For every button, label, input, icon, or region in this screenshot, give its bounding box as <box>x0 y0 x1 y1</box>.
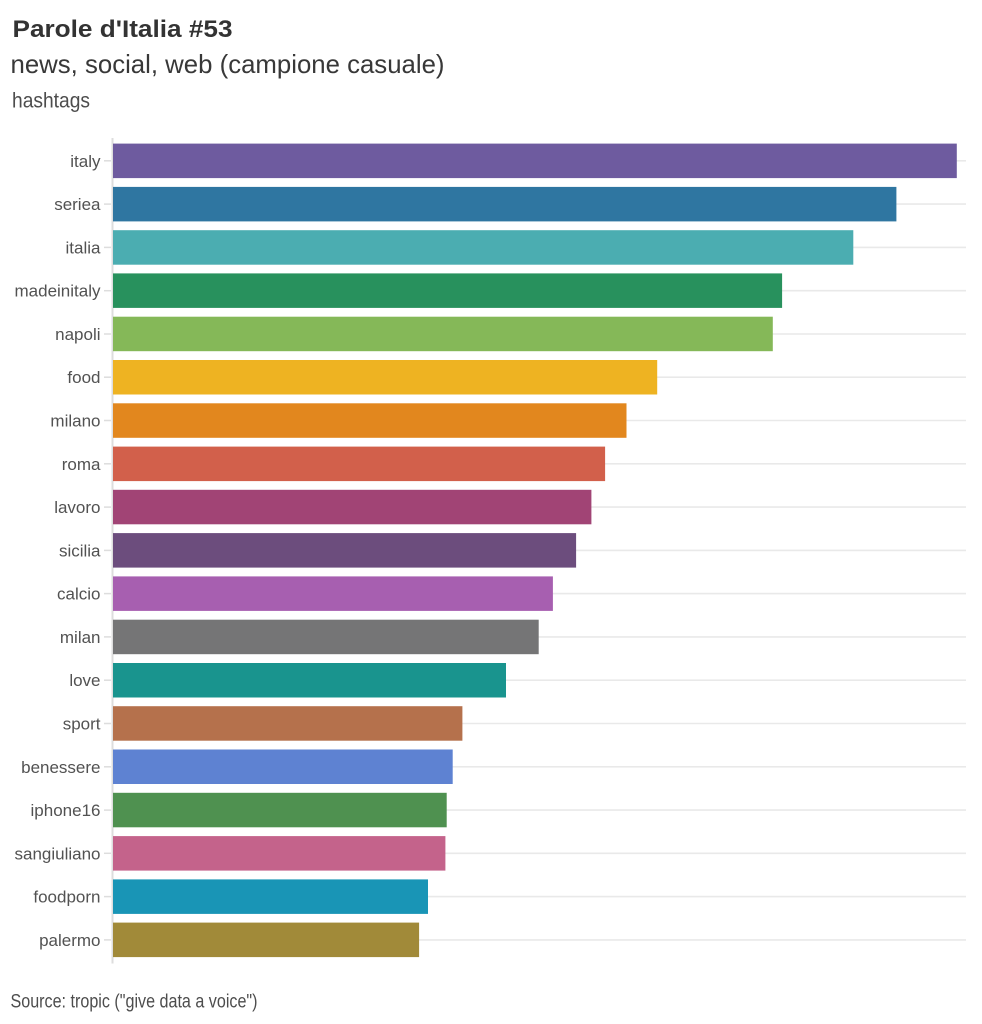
svg-text:milan: milan <box>60 628 101 647</box>
svg-text:italia: italia <box>66 238 102 257</box>
svg-text:news, social, web (campione ca: news, social, web (campione casuale) <box>11 49 445 79</box>
svg-text:iphone16: iphone16 <box>31 801 101 820</box>
svg-text:italy: italy <box>70 152 101 171</box>
svg-text:sangiuliano: sangiuliano <box>14 844 100 863</box>
svg-text:sicilia: sicilia <box>59 541 101 560</box>
svg-text:Source: tropic ("give data a v: Source: tropic ("give data a voice") <box>11 991 258 1012</box>
svg-text:milano: milano <box>50 412 100 431</box>
svg-text:calcio: calcio <box>57 585 100 604</box>
svg-text:lavoro: lavoro <box>54 498 100 517</box>
svg-text:madeinitaly: madeinitaly <box>15 282 101 301</box>
svg-text:Parole d'Italia #53: Parole d'Italia #53 <box>13 16 233 43</box>
svg-text:napoli: napoli <box>55 325 100 344</box>
svg-text:food: food <box>67 368 100 387</box>
svg-text:roma: roma <box>62 455 101 474</box>
svg-text:love: love <box>69 671 100 690</box>
svg-text:foodporn: foodporn <box>33 888 100 907</box>
svg-text:benessere: benessere <box>21 758 100 777</box>
svg-text:hashtags: hashtags <box>12 90 90 113</box>
svg-text:palermo: palermo <box>39 931 100 950</box>
svg-text:seriea: seriea <box>54 195 101 214</box>
svg-text:sport: sport <box>63 715 101 734</box>
